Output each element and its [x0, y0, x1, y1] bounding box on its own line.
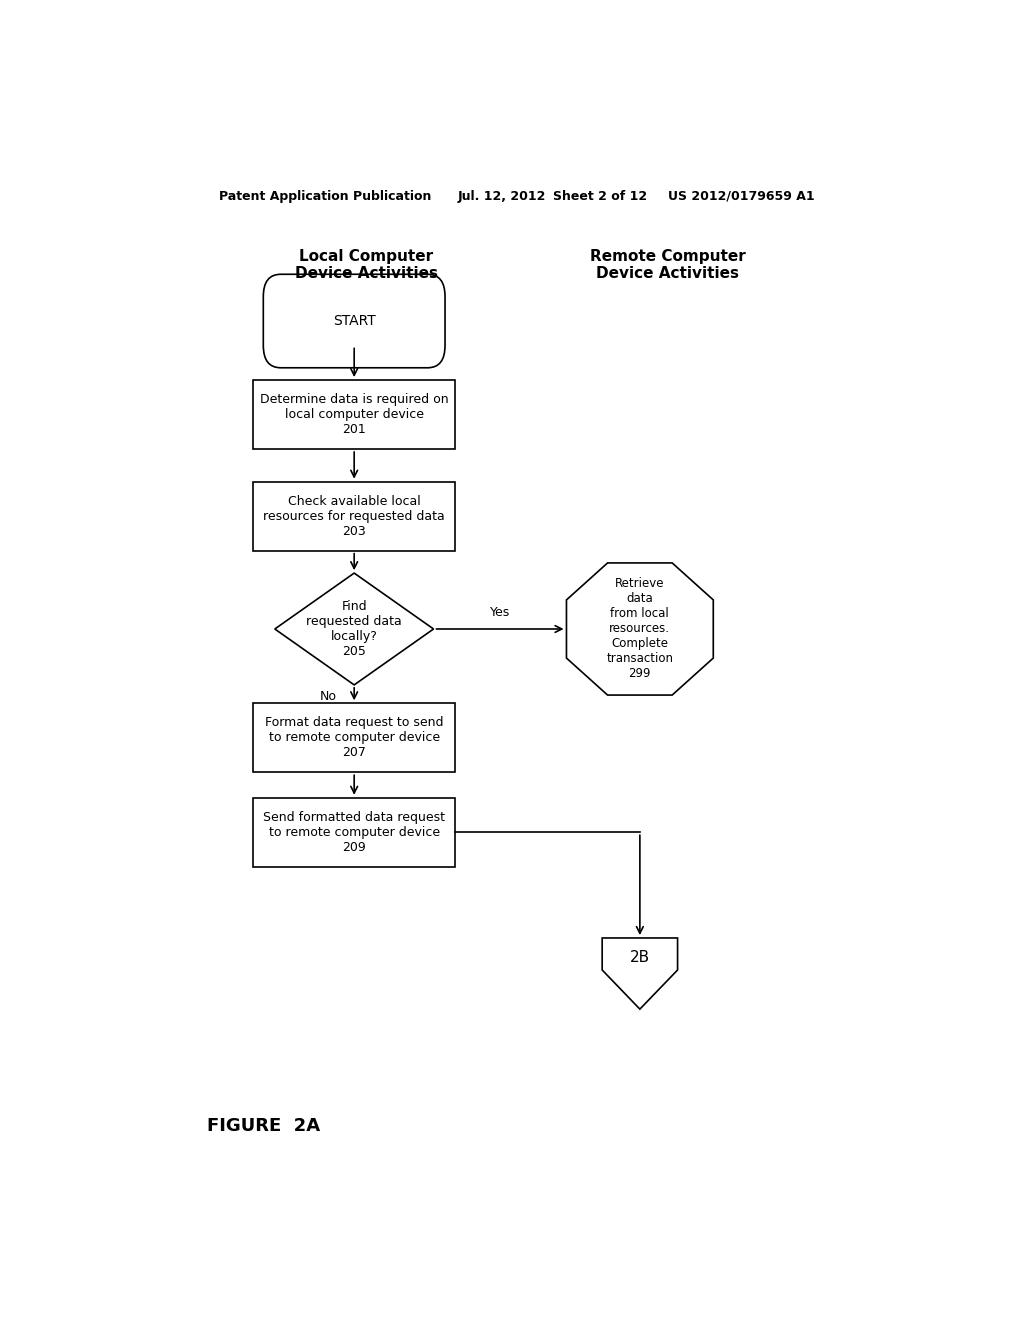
Text: Jul. 12, 2012: Jul. 12, 2012: [458, 190, 546, 202]
Text: Format data request to send
to remote computer device
207: Format data request to send to remote co…: [265, 717, 443, 759]
Bar: [253, 380, 456, 449]
Bar: [253, 482, 456, 550]
Text: Patent Application Publication: Patent Application Publication: [219, 190, 432, 202]
Text: Determine data is required on
local computer device
201: Determine data is required on local comp…: [260, 393, 449, 436]
Polygon shape: [602, 939, 678, 1008]
FancyBboxPatch shape: [263, 275, 445, 368]
Text: Local Computer
Device Activities: Local Computer Device Activities: [295, 249, 437, 281]
Text: No: No: [319, 690, 337, 704]
Text: FIGURE  2A: FIGURE 2A: [207, 1117, 321, 1135]
Text: Send formatted data request
to remote computer device
209: Send formatted data request to remote co…: [263, 810, 445, 854]
Polygon shape: [274, 573, 433, 685]
Text: Yes: Yes: [489, 606, 510, 619]
Polygon shape: [566, 562, 714, 696]
Bar: [253, 797, 456, 867]
Text: Sheet 2 of 12: Sheet 2 of 12: [553, 190, 647, 202]
Text: Remote Computer
Device Activities: Remote Computer Device Activities: [590, 249, 745, 281]
Text: Check available local
resources for requested data
203: Check available local resources for requ…: [263, 495, 445, 537]
Text: Retrieve
data
from local
resources.
Complete
transaction
299: Retrieve data from local resources. Comp…: [606, 577, 674, 681]
Text: START: START: [333, 314, 376, 329]
Bar: [253, 704, 456, 772]
Text: 2B: 2B: [630, 950, 650, 965]
Text: US 2012/0179659 A1: US 2012/0179659 A1: [668, 190, 814, 202]
Text: Find
requested data
locally?
205: Find requested data locally? 205: [306, 601, 402, 657]
